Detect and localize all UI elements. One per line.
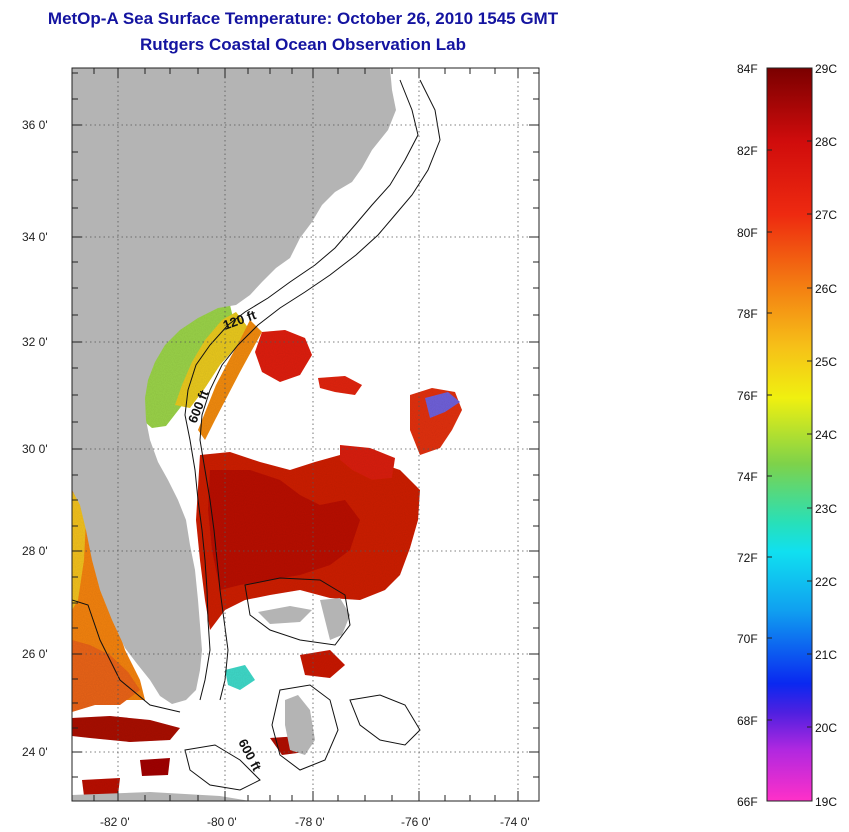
colorbar-f-label: 80F — [737, 226, 758, 240]
map-gridlines — [72, 68, 539, 801]
land-bahamas-abaco — [320, 598, 350, 640]
lon-label: -76 0' — [401, 815, 431, 829]
land-cuba — [72, 792, 250, 801]
colorbar-fahrenheit-labels: 84F 82F 80F 78F 76F 74F 72F 70F 68F 66F — [737, 62, 758, 809]
isobath-bahamas-3 — [349, 694, 421, 746]
sst-patch-south-2 — [140, 758, 170, 776]
colorbar-c-label: 21C — [815, 648, 837, 662]
sst-patch-keys — [72, 716, 180, 742]
sst-patch-south-3 — [82, 778, 120, 796]
colorbar: 84F 82F 80F 78F 76F 74F 72F 70F 68F 66F … — [737, 62, 837, 809]
colorbar-c-label: 28C — [815, 135, 837, 149]
land-us-east-coast — [72, 68, 396, 704]
colorbar-c-label: 23C — [815, 502, 837, 516]
colorbar-f-label: 70F — [737, 632, 758, 646]
longitude-labels: -82 0' -80 0' -78 0' -76 0' -74 0' — [100, 815, 530, 829]
colorbar-c-label: 19C — [815, 795, 837, 809]
lat-label: 26 0' — [22, 647, 48, 661]
lat-label: 34 0' — [22, 230, 48, 244]
colorbar-celsius-labels: 29C 28C 27C 26C 25C 24C 23C 22C 21C 20C … — [815, 62, 837, 809]
lat-label: 30 0' — [22, 442, 48, 456]
lon-label: -78 0' — [295, 815, 325, 829]
lon-label: -80 0' — [207, 815, 237, 829]
map-plot-area: 120 ft 600 ft 600 ft — [72, 68, 539, 801]
sst-patch-bahamas-red — [300, 650, 345, 678]
sst-gulf-stream-core — [208, 470, 360, 590]
map-title: MetOp-A Sea Surface Temperature: October… — [47, 9, 559, 28]
land-grand-bahama — [258, 606, 312, 624]
colorbar-f-label: 66F — [737, 795, 758, 809]
lon-label: -82 0' — [100, 815, 130, 829]
isobath-south — [184, 744, 261, 791]
sst-data-layer — [72, 305, 462, 796]
map-border — [71, 67, 540, 802]
colorbar-f-label: 82F — [737, 144, 758, 158]
colorbar-f-label: 68F — [737, 714, 758, 728]
sst-gulf-red-edge — [72, 640, 140, 712]
lat-label: 24 0' — [22, 745, 48, 759]
land-layer — [72, 68, 396, 801]
sst-patch-north-2 — [318, 376, 362, 395]
map-tick-marks — [72, 68, 539, 801]
colorbar-c-label: 22C — [815, 575, 837, 589]
colorbar-f-label: 72F — [737, 551, 758, 565]
isobath-gulf — [72, 599, 181, 713]
colorbar-c-label: 24C — [815, 428, 837, 442]
isobath-inner — [184, 79, 419, 701]
colorbar-f-label: 84F — [737, 62, 758, 76]
sst-orange-strip — [198, 320, 262, 440]
colorbar-f-label: 78F — [737, 307, 758, 321]
sst-patch-bahamas-cyan — [225, 665, 255, 690]
sst-patch-east-stripe — [425, 392, 460, 418]
colorbar-f-label: 74F — [737, 470, 758, 484]
sst-patch-north-1 — [255, 330, 312, 382]
map-subtitle: Rutgers Coastal Ocean Observation Lab — [140, 35, 466, 54]
colorbar-c-label: 29C — [815, 62, 837, 76]
lat-label: 28 0' — [22, 544, 48, 558]
sst-patch-mid — [340, 445, 395, 480]
colorbar-c-label: 27C — [815, 208, 837, 222]
lat-label: 32 0' — [22, 335, 48, 349]
latitude-labels: 36 0' 34 0' 32 0' 30 0' 28 0' 26 0' 24 0… — [22, 118, 48, 759]
bathymetry-contours — [72, 79, 441, 791]
lat-label: 36 0' — [22, 118, 48, 132]
sst-coastal-band-yellow — [175, 312, 250, 408]
lon-label: -74 0' — [500, 815, 530, 829]
land-bahamas-andros — [285, 695, 315, 755]
colorbar-c-label: 26C — [815, 282, 837, 296]
colorbar-gradient — [767, 68, 812, 801]
isobath-outer — [199, 79, 441, 701]
colorbar-f-label: 76F — [737, 389, 758, 403]
colorbar-c-label: 25C — [815, 355, 837, 369]
isobath-bahamas-1 — [244, 577, 351, 646]
colorbar-c-label: 20C — [815, 721, 837, 735]
isobath-bahamas-2 — [271, 684, 339, 771]
